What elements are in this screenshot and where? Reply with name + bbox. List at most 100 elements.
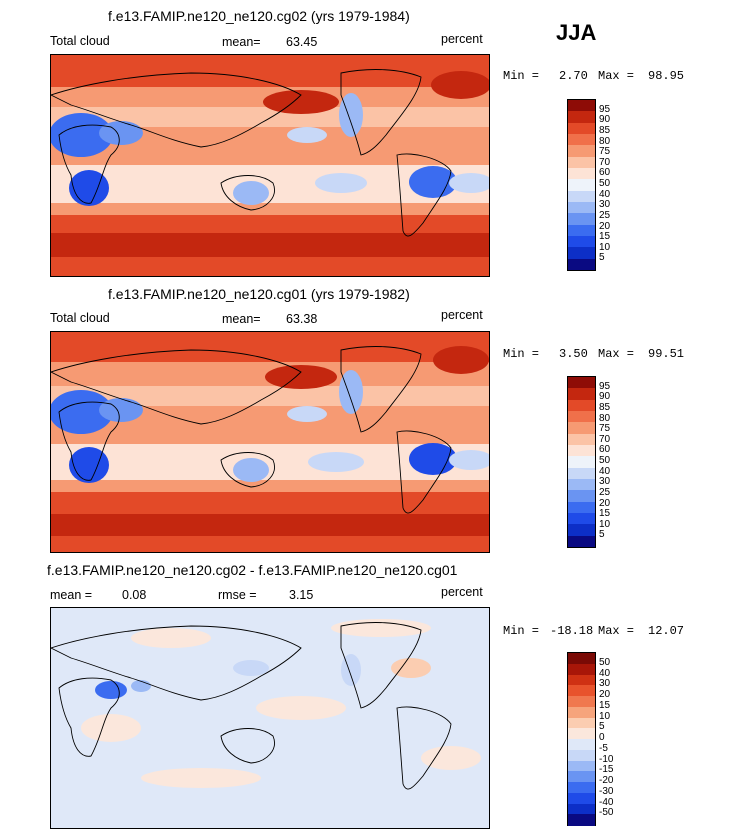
colorbar-3-tick-label: -40: [599, 796, 614, 808]
map-3-patch-d: [256, 696, 346, 720]
colorbar-3-swatch: [568, 653, 595, 665]
map-2-north-america-outline: [340, 346, 422, 433]
map-1-subtropic-band: [51, 107, 489, 127]
colorbar-1-tick-label: 80: [599, 135, 611, 147]
panel-3-mean-label: mean =: [50, 588, 93, 602]
colorbar-2-swatch: [568, 501, 595, 514]
map-1-south-america-outline: [396, 153, 452, 237]
map-3-north-america-outline: [340, 622, 422, 709]
colorbar-3-swatch: [568, 814, 595, 826]
colorbar-3-tick-label: 40: [599, 667, 611, 679]
colorbar-3-swatch: [568, 685, 595, 697]
colorbar-2-tick-label: 80: [599, 412, 611, 424]
panel-2-title: f.e13.FAMIP.ne120_ne120.cg01 (yrs 1979-1…: [108, 286, 410, 302]
colorbar-3-swatch: [568, 739, 595, 751]
colorbar-2-swatch: [568, 513, 595, 525]
colorbar-2-swatch: [568, 411, 595, 423]
map-1-s-pacific-low: [315, 173, 367, 193]
colorbar-1-swatch: [568, 134, 595, 146]
colorbar-3-swatch: [568, 749, 595, 761]
colorbar-1-swatch: [568, 190, 595, 203]
colorbar-1-swatch: [568, 224, 595, 237]
colorbar-3-tick-label: 30: [599, 678, 611, 690]
colorbar-2-tick-label: 25: [599, 486, 611, 498]
colorbar-2-tick-label: 95: [599, 380, 611, 392]
colorbar-2-tick-label: 40: [599, 465, 611, 477]
panel-1-mean-label: mean=: [222, 35, 261, 49]
map-2-subtropic-band: [51, 386, 489, 406]
panel-1-map: [50, 54, 490, 277]
colorbar-3-tick-label: -50: [599, 807, 614, 819]
colorbar-1-tick-label: 15: [599, 231, 611, 243]
panel-2-min-value: 3.50: [559, 347, 588, 361]
panel-2-variable-label: Total cloud: [50, 311, 110, 325]
colorbar-1-swatch: [568, 100, 595, 112]
map-1-sahara-low: [51, 113, 113, 157]
colorbar-1-swatch: [568, 145, 595, 158]
colorbar-2-tick-label: 15: [599, 508, 611, 520]
colorbar-1-swatch: [568, 236, 595, 248]
colorbar-2-swatch: [568, 456, 595, 469]
map-2-southern-ocean: [51, 514, 489, 536]
colorbar-3-tick-label: -10: [599, 753, 614, 765]
panel-1-units: percent: [441, 32, 483, 46]
panel-3-min-label: Min =: [503, 624, 540, 638]
panel-1-min-value: 2.70: [559, 69, 588, 83]
map-1-brazil-low: [409, 166, 457, 198]
colorbar-2-tick-label: 50: [599, 455, 611, 466]
colorbar-1-tick-label: 30: [599, 199, 611, 211]
colorbar-1-swatch: [568, 179, 595, 192]
colorbar-3-tick-label: -30: [599, 785, 614, 797]
map-3-pacific-neg: [233, 660, 269, 676]
map-3-eurasia-outline: [51, 625, 302, 701]
panel-3-colorbar: [567, 652, 596, 826]
panel-3-rmse-value: 3.15: [289, 588, 314, 602]
panel-3-map-svg: [51, 608, 489, 828]
colorbar-1-swatch: [568, 202, 595, 214]
map-1-eurasia-outline: [51, 72, 302, 148]
map-2-australia-low: [233, 458, 269, 482]
panel-2-units: percent: [441, 308, 483, 322]
panel-1-colorbar: [567, 99, 596, 271]
map-2-sahara-low: [51, 390, 113, 434]
map-3-south-america-outline: [396, 706, 452, 790]
colorbar-1-swatch: [568, 122, 595, 135]
colorbar-2-tick-label: 60: [599, 444, 611, 456]
map-3-patch-e: [421, 746, 481, 770]
map-3-patch-f: [141, 768, 261, 788]
colorbar-1-tick-label: 20: [599, 220, 611, 232]
colorbar-1-tick-label: 5: [599, 252, 605, 264]
map-1-australia-low: [233, 181, 269, 205]
colorbar-3-swatch: [568, 717, 595, 729]
panel-2-min-label: Min =: [503, 347, 540, 361]
panel-2-map-svg: [51, 332, 489, 552]
colorbar-2-swatch: [568, 524, 595, 537]
panel-3-mean-value: 0.08: [122, 588, 147, 602]
panel-2-mean-value: 63.38: [286, 312, 318, 326]
map-2-australia-outline: [220, 452, 275, 488]
panel-3-max-value: 12.07: [648, 624, 685, 638]
panel-1-map-svg: [51, 55, 489, 276]
season-label: JJA: [556, 20, 597, 45]
colorbar-1-swatch: [568, 111, 595, 124]
colorbar-3-swatch: [568, 663, 595, 675]
colorbar-2-tick-label: 70: [599, 433, 611, 445]
map-1-north-pacific-high: [263, 90, 339, 114]
colorbar-1-swatch: [568, 168, 595, 180]
map-1-southern-ocean: [51, 233, 489, 257]
map-3-patch-c: [81, 714, 141, 742]
colorbar-2-tick-label: 10: [599, 518, 611, 530]
panel-3-units: percent: [441, 585, 483, 599]
colorbar-2-swatch: [568, 399, 595, 412]
colorbar-1-swatch: [568, 213, 595, 226]
colorbar-2-swatch: [568, 433, 595, 446]
colorbar-3-swatch: [568, 782, 595, 794]
map-2-north-pacific-high: [265, 365, 337, 389]
panel-1-title: f.e13.FAMIP.ne120_ne120.cg02 (yrs 1979-1…: [108, 8, 410, 24]
panel-1-max-label: Max =: [598, 69, 635, 83]
colorbar-1-swatch: [568, 258, 595, 271]
colorbar-1-tick-label: 40: [599, 188, 611, 200]
colorbar-2-swatch: [568, 377, 595, 389]
colorbar-1-tick-label: 85: [599, 124, 611, 136]
colorbar-1-tick-label: 95: [599, 103, 611, 115]
